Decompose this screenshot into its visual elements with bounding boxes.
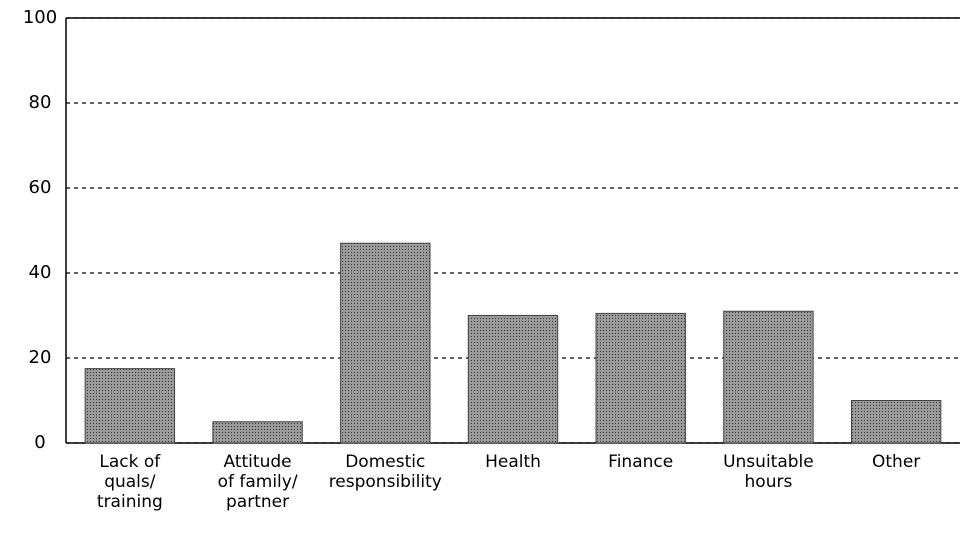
y-tick-label: 80 (29, 92, 52, 113)
y-tick-label: 20 (29, 347, 52, 368)
x-tick-label: Health (485, 452, 541, 472)
x-tick-label: Attitude of family/ partner (217, 452, 298, 512)
y-tick-label: 40 (29, 262, 52, 283)
bar (850, 400, 942, 444)
x-tick-label: Other (872, 452, 921, 472)
y-tick-label: 100 (23, 7, 57, 28)
bar (723, 310, 814, 444)
x-tick-label: Lack of quals/ training (96, 452, 163, 512)
x-tick-label: Unsuitable hours (723, 452, 814, 492)
x-tick-label: Domestic responsibility (328, 452, 442, 492)
y-tick-label: 60 (29, 177, 52, 198)
bar (595, 312, 686, 444)
x-tick-label: Finance (608, 452, 674, 472)
bar (340, 242, 431, 444)
bar (212, 421, 303, 444)
bar (84, 368, 176, 444)
bar (467, 315, 559, 444)
y-tick-label: 0 (34, 432, 45, 453)
